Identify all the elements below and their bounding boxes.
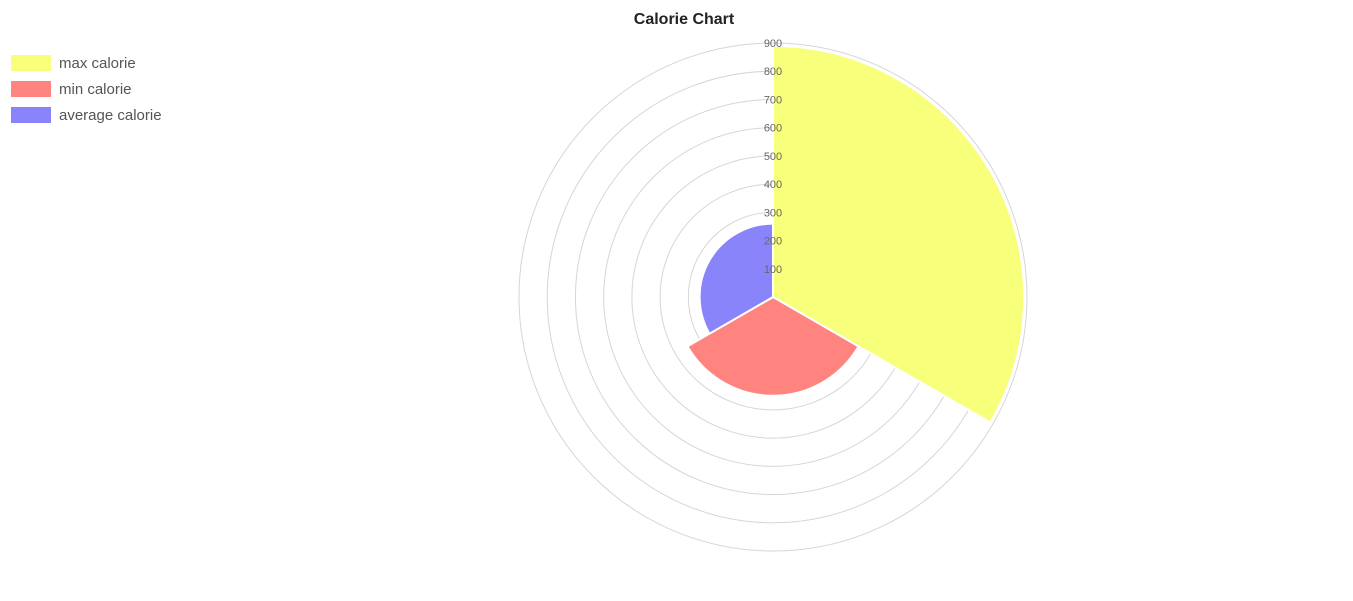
legend-label-max-calorie: max calorie bbox=[59, 54, 136, 72]
legend-swatch-min-calorie bbox=[11, 81, 51, 97]
tick-label-300: 300 bbox=[764, 207, 782, 219]
tick-label-200: 200 bbox=[764, 236, 782, 248]
tick-label-700: 700 bbox=[764, 94, 782, 106]
tick-label-400: 400 bbox=[764, 179, 782, 191]
tick-layer: 100 200 300 400 500 600 700 800 900 bbox=[764, 38, 782, 276]
legend-swatch-average-calorie bbox=[11, 107, 51, 123]
legend: max calorie min calorie average calorie bbox=[11, 50, 162, 128]
segment-min-calorie[interactable] bbox=[686, 295, 860, 397]
grid-circle-900 bbox=[518, 42, 1028, 552]
tick-label-900: 900 bbox=[764, 38, 782, 50]
legend-item-min-calorie[interactable]: min calorie bbox=[11, 76, 162, 102]
legend-item-average-calorie[interactable]: average calorie bbox=[11, 102, 162, 128]
legend-label-min-calorie: min calorie bbox=[59, 80, 132, 98]
legend-item-max-calorie[interactable]: max calorie bbox=[11, 50, 162, 76]
segment-max-calorie[interactable] bbox=[772, 44, 1026, 424]
segment-layer bbox=[686, 44, 1026, 424]
tick-label-100: 100 bbox=[764, 264, 782, 276]
tick-label-800: 800 bbox=[764, 66, 782, 78]
tick-label-600: 600 bbox=[764, 123, 782, 135]
tick-label-500: 500 bbox=[764, 151, 782, 163]
segment-average-calorie[interactable] bbox=[698, 222, 774, 336]
chart-title: Calorie Chart bbox=[633, 11, 735, 28]
legend-label-average-calorie: average calorie bbox=[59, 106, 162, 124]
legend-swatch-max-calorie bbox=[11, 55, 51, 71]
